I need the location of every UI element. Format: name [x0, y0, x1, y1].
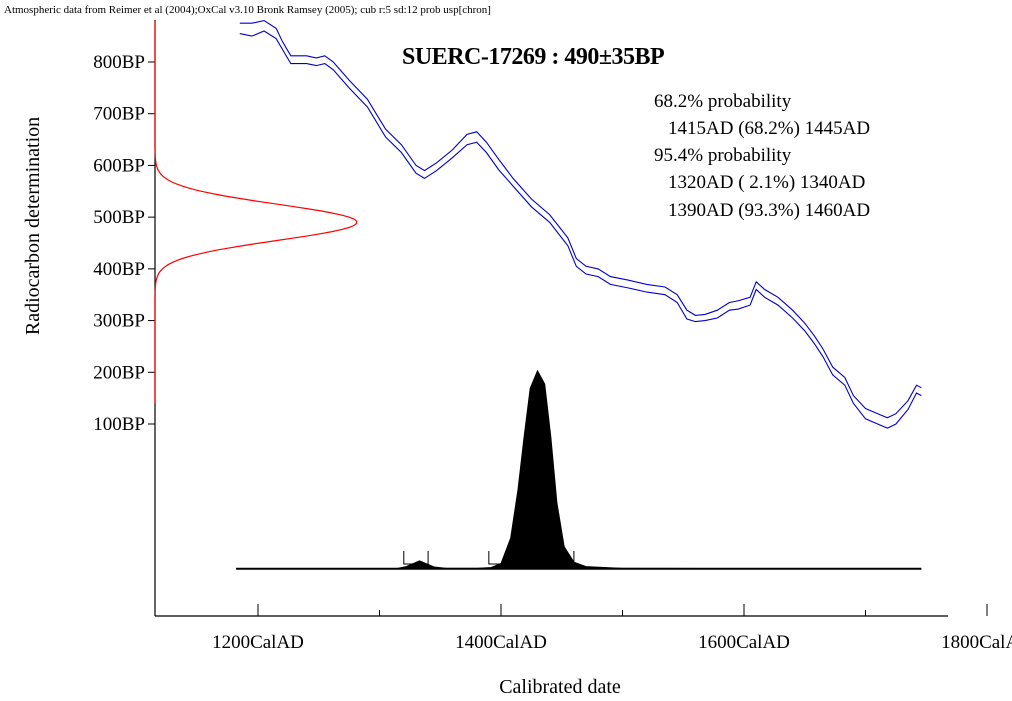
y-tick-label-100: 100BP	[93, 414, 145, 435]
range-bracket-95.4-2	[488, 551, 575, 565]
y-tick-label-300: 300BP	[93, 311, 145, 332]
calibrated-distribution-layer	[236, 369, 922, 570]
y-axis-label: Radiocarbon determination	[22, 117, 44, 335]
calibrated-distribution-area	[236, 369, 922, 570]
y-tick-label-200: 200BP	[93, 362, 145, 383]
credit-line: Atmospheric data from Reimer et al (2004…	[4, 4, 491, 16]
range-bracket-95.4-1	[403, 551, 429, 565]
y-axis-ticks: 100BP 200BP 300BP 400BP 500BP 600BP 700BP 800BP	[93, 52, 155, 435]
p95-range-2: 1390AD (93.3%) 1460AD	[668, 200, 870, 221]
calibration-curve-lower	[239, 30, 922, 429]
range-bracket-68.2-0	[518, 526, 557, 540]
x-tick-label-1400: 1400CalAD	[455, 632, 547, 653]
x-tick-label-1800: 1800CalAD	[941, 632, 1012, 653]
p68-range-1: 1415AD (68.2%) 1445AD	[668, 118, 870, 139]
x-axis-label: Calibrated date	[499, 676, 621, 698]
p95-label: 95.4% probability	[654, 145, 792, 166]
x-axis-ticks: 1200CalAD 1400CalAD 1600CalAD 1800CalAD	[212, 604, 1012, 653]
chart-title: SUERC-17269 : 490±35BP	[402, 44, 664, 70]
range-brackets-layer	[403, 526, 575, 565]
x-tick-label-1600: 1600CalAD	[698, 632, 790, 653]
measurement-distribution	[154, 20, 358, 404]
measurement-layer	[154, 20, 358, 404]
p68-label: 68.2% probability	[654, 91, 792, 112]
y-tick-label-800: 800BP	[93, 52, 145, 73]
calibration-curve-upper	[239, 20, 922, 419]
y-tick-label-400: 400BP	[93, 259, 145, 280]
x-tick-label-1200: 1200CalAD	[212, 632, 304, 653]
calibration-curve-layer	[239, 20, 922, 429]
p95-range-1: 1320AD ( 2.1%) 1340AD	[668, 172, 865, 193]
y-tick-label-600: 600BP	[93, 155, 145, 176]
y-tick-label-500: 500BP	[93, 207, 145, 228]
y-tick-label-700: 700BP	[93, 104, 145, 125]
probability-summary: 68.2% probability 1415AD (68.2%) 1445AD …	[654, 91, 870, 221]
